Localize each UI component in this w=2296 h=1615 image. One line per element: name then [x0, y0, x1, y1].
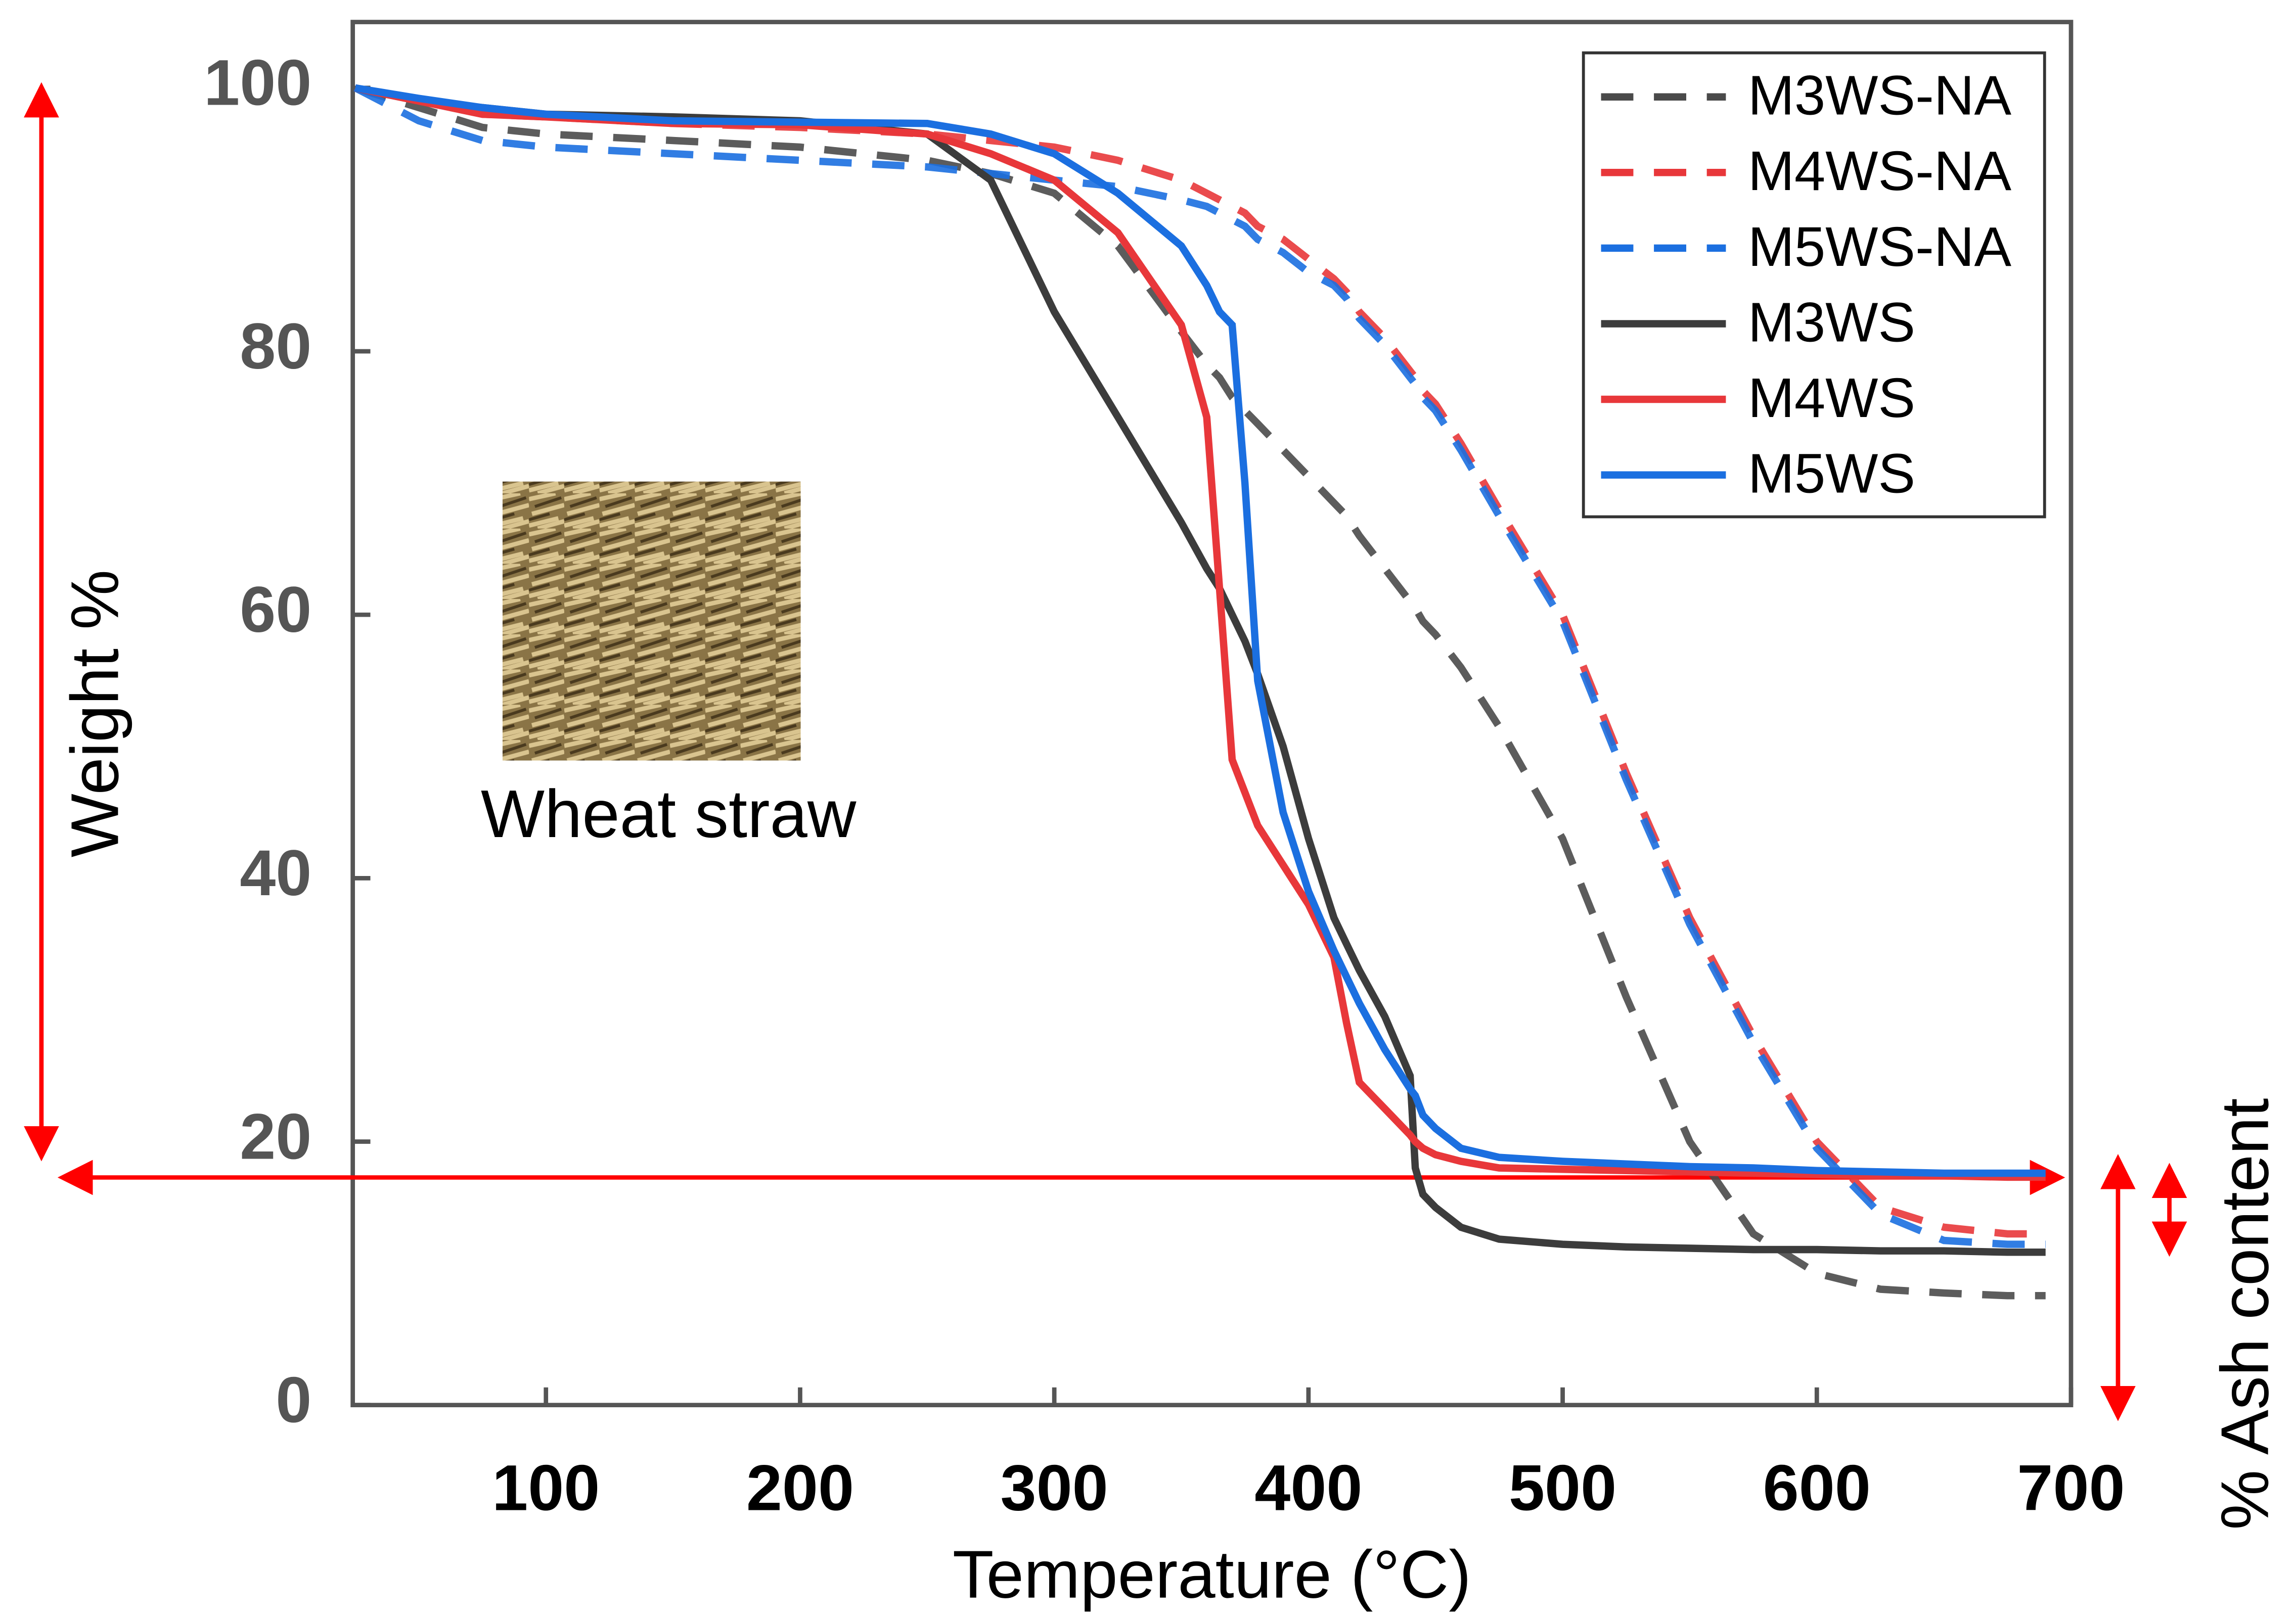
- y-tick-label: 80: [240, 310, 311, 383]
- data-line: [353, 84, 2046, 1248]
- y-axis-label: Weight %: [57, 570, 132, 857]
- data-line: [354, 84, 2046, 1177]
- y-tick-label: 40: [240, 837, 311, 909]
- legend-label: M5WS-NA: [1748, 216, 2012, 278]
- y-tick-label: 100: [204, 47, 311, 119]
- legend-box: [1582, 51, 2046, 519]
- wheat-straw-photo: [502, 481, 801, 761]
- x-tick-label: 100: [492, 1452, 600, 1525]
- legend-label: M4WS-NA: [1748, 140, 2012, 202]
- x-axis-label: Temperature (°C): [953, 1537, 1471, 1612]
- y-tick-label: 20: [240, 1100, 311, 1173]
- x-tick-label: 600: [1763, 1452, 1871, 1525]
- x-tick-label: 300: [1001, 1452, 1108, 1525]
- x-tick-label: 200: [746, 1452, 854, 1525]
- legend-label: M5WS: [1748, 443, 1915, 505]
- legend-label: M3WS: [1748, 291, 1915, 353]
- data-line: [354, 84, 2046, 1300]
- y2-axis-label: % Ash content: [2208, 1098, 2283, 1530]
- y-tick-label: 0: [276, 1364, 311, 1436]
- x-tick-label: 500: [1509, 1452, 1616, 1525]
- plot-frame: [350, 20, 2074, 1408]
- legend-label: M3WS-NA: [1748, 65, 2012, 127]
- annotation: Wheat straw: [481, 776, 857, 852]
- y-tick-label: 60: [240, 574, 311, 646]
- x-tick-label: 700: [2017, 1452, 2125, 1525]
- legend-label: M4WS: [1748, 367, 1915, 429]
- x-tick-label: 400: [1254, 1452, 1362, 1525]
